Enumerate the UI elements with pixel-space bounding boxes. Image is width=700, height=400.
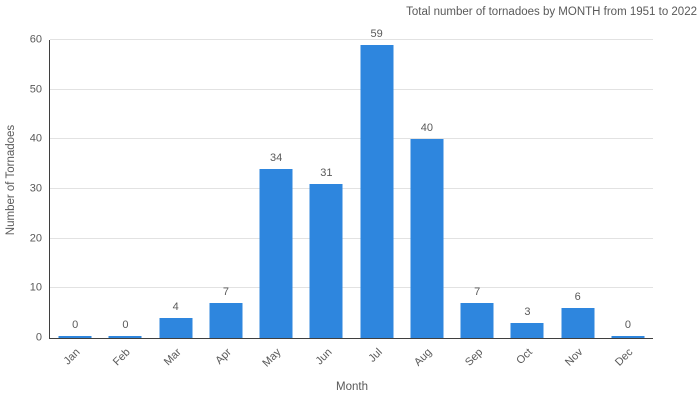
bar-apr <box>209 303 243 338</box>
bar-group-jan: 0 Jan <box>50 40 100 367</box>
x-tick-label: Dec <box>613 346 636 369</box>
bar-dec <box>611 336 645 338</box>
y-tick-label: 60 <box>29 33 42 46</box>
y-axis-line <box>49 40 50 339</box>
bar-group-aug: 40 Aug <box>402 40 452 369</box>
gridline <box>50 237 653 239</box>
bar-value-label: 7 <box>222 286 229 298</box>
bar-aug <box>410 139 444 338</box>
bar-sep <box>460 303 494 338</box>
bar-feb <box>108 336 142 338</box>
bar-value-label: 0 <box>624 319 631 331</box>
y-tick-label: 40 <box>29 132 42 145</box>
bar-jan <box>58 336 92 338</box>
bar-value-label: 0 <box>122 319 129 331</box>
bar-value-label: 40 <box>420 122 433 134</box>
x-tick-label: Apr <box>213 346 234 367</box>
bar-group-feb: 0 Feb <box>100 40 150 368</box>
bar-group-sep: 7 Sep <box>452 40 502 369</box>
x-tick-label: Aug <box>412 346 435 369</box>
y-tick-label: 50 <box>29 83 42 96</box>
gridline <box>50 39 653 40</box>
bar-group-apr: 7 Apr <box>201 40 251 367</box>
x-tick-label: Jun <box>313 346 335 368</box>
x-tick-label: Oct <box>514 346 536 367</box>
y-tick-label: 0 <box>35 331 42 344</box>
bar-jun <box>309 184 343 338</box>
bar-value-label: 59 <box>370 28 383 40</box>
gridline <box>50 138 653 140</box>
y-tick-label: 10 <box>29 281 42 294</box>
plot-area: 0 10 20 30 40 50 60 0 Jan 0 Feb 4 Mar 7 Apr 34 May 31 Jun 5… <box>30 29 653 369</box>
bar-value-label: 7 <box>474 286 481 298</box>
gridline <box>50 287 653 289</box>
bar-group-oct: 3 Oct <box>502 40 552 367</box>
x-tick-label: Nov <box>563 346 586 369</box>
bar-group-mar: 4 Mar <box>151 40 201 368</box>
bar-value-label: 4 <box>172 301 179 313</box>
x-tick-label: Jan <box>61 346 83 368</box>
bar-mar <box>159 318 193 338</box>
x-tick-label: Mar <box>161 346 184 369</box>
bar-jul <box>360 45 394 338</box>
bar-group-nov: 6 Nov <box>553 40 603 369</box>
y-tick-label: 20 <box>29 232 42 245</box>
bar-oct <box>510 323 544 338</box>
bar-group-may: 34 May <box>251 40 301 369</box>
x-tick-label: Feb <box>111 346 134 369</box>
bar-value-label: 34 <box>270 152 283 164</box>
bar-group-jun: 31 Jun <box>301 40 351 367</box>
gridline <box>50 188 653 189</box>
y-tick-label: 30 <box>29 182 42 195</box>
y-axis-title: Number of Tornadoes <box>5 124 17 236</box>
bar-group-jul: 59 Jul <box>352 29 402 365</box>
gridline <box>50 88 653 90</box>
x-tick-label: May <box>260 346 284 370</box>
bar-group-dec: 0 Dec <box>603 40 653 369</box>
bar-value-label: 3 <box>524 306 531 318</box>
x-axis-title: Month <box>336 381 368 393</box>
chart-title: Total number of tornadoes by MONTH from … <box>406 6 697 18</box>
bar-value-label: 6 <box>574 291 581 303</box>
bar-nov <box>561 308 595 338</box>
x-tick-label: Jul <box>365 346 385 365</box>
bar-may <box>259 169 293 338</box>
bar-value-label: 0 <box>72 319 79 331</box>
bar-value-label: 31 <box>320 167 333 179</box>
x-axis-line <box>49 338 653 339</box>
x-tick-label: Sep <box>462 346 485 369</box>
